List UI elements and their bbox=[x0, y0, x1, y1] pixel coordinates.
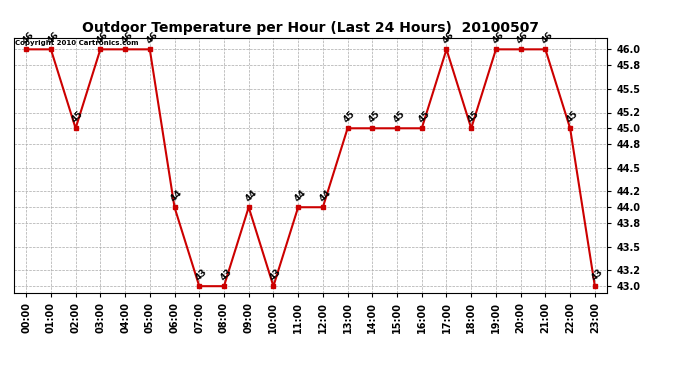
Text: 45: 45 bbox=[466, 109, 481, 124]
Text: 44: 44 bbox=[317, 188, 333, 203]
Text: 43: 43 bbox=[194, 267, 209, 282]
Text: 45: 45 bbox=[564, 109, 580, 124]
Text: 46: 46 bbox=[441, 30, 456, 45]
Text: 43: 43 bbox=[589, 267, 604, 282]
Text: 44: 44 bbox=[169, 188, 184, 203]
Text: 43: 43 bbox=[219, 267, 234, 282]
Text: 45: 45 bbox=[367, 109, 382, 124]
Text: Copyright 2010 Cartronics.com: Copyright 2010 Cartronics.com bbox=[15, 40, 139, 46]
Text: 46: 46 bbox=[119, 30, 135, 45]
Text: 46: 46 bbox=[491, 30, 506, 45]
Text: 45: 45 bbox=[391, 109, 407, 124]
Text: 44: 44 bbox=[243, 188, 259, 203]
Text: 46: 46 bbox=[21, 30, 36, 45]
Text: 46: 46 bbox=[46, 30, 61, 45]
Text: 46: 46 bbox=[540, 30, 555, 45]
Text: 46: 46 bbox=[144, 30, 159, 45]
Text: 46: 46 bbox=[515, 30, 531, 45]
Text: 46: 46 bbox=[95, 30, 110, 45]
Text: 45: 45 bbox=[342, 109, 357, 124]
Text: 44: 44 bbox=[293, 188, 308, 203]
Text: 43: 43 bbox=[268, 267, 283, 282]
Title: Outdoor Temperature per Hour (Last 24 Hours)  20100507: Outdoor Temperature per Hour (Last 24 Ho… bbox=[82, 21, 539, 35]
Text: 45: 45 bbox=[416, 109, 431, 124]
Text: 45: 45 bbox=[70, 109, 86, 124]
